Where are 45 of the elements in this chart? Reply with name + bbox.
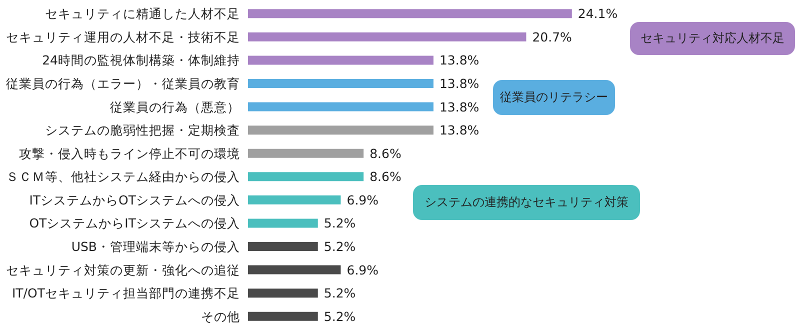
y-tick-label: USB・管理端末等からの侵入	[71, 239, 240, 254]
data-label: 5.2%	[324, 308, 356, 324]
data-label: 6.9%	[346, 192, 379, 208]
data-label: 5.2%	[324, 286, 356, 301]
bar	[248, 56, 434, 65]
bar	[248, 79, 434, 88]
y-tick-label: 従業員の行為（エラー）・従業員の教育	[6, 76, 240, 91]
data-label: 5.2%	[324, 216, 356, 231]
bar	[248, 242, 318, 251]
data-label: 24.1%	[578, 6, 618, 22]
bar	[248, 265, 341, 274]
data-label: 8.6%	[370, 169, 402, 184]
data-label: 13.8%	[439, 52, 480, 68]
data-label: 13.8%	[439, 76, 480, 91]
annotation: システムの連携的なセキュリティ対策	[413, 185, 640, 220]
y-tick-label: 攻撃・侵入時もライン停止不可の環境	[19, 146, 240, 161]
y-tick-label: セキュリティ対策の更新・強化への追従	[6, 262, 240, 278]
annotation: 従業員のリテラシー	[493, 80, 615, 115]
bar	[248, 312, 318, 321]
data-label: 13.8%	[439, 122, 480, 138]
data-label: 20.7%	[532, 29, 572, 44]
bar	[248, 218, 318, 228]
data-label: 6.9%	[346, 262, 379, 278]
bar	[248, 102, 434, 112]
text: セキュリティ対応人材不足	[630, 22, 795, 55]
y-tick-label: IT/OTセキュリティ担当部門の連携不足	[12, 286, 240, 301]
bar	[248, 172, 364, 182]
bar	[248, 126, 434, 135]
y-tick-label: 従業員の行為（悪意）	[110, 99, 240, 114]
y-tick-label: OTシステムからITシステムへの侵入	[29, 216, 240, 231]
y-tick-label: システムの脆弱性把握・定期検査	[45, 122, 240, 138]
y-tick-label: ＳＣＭ等、他社システム経由からの侵入	[6, 169, 240, 184]
data-label: 13.8%	[439, 99, 480, 114]
y-tick-label: その他	[201, 308, 240, 324]
y-tick-label: 24時間の監視体制構築・体制維持	[42, 52, 240, 68]
data-label: 5.2%	[324, 239, 356, 254]
bar	[248, 32, 526, 42]
y-tick-label: セキュリティに精通した人材不足	[45, 6, 240, 22]
bar	[248, 9, 572, 18]
bar	[248, 148, 364, 158]
bar	[248, 195, 341, 204]
bar	[248, 288, 318, 298]
y-tick-label: セキュリティ運用の人材不足・技術不足	[6, 29, 240, 44]
y-tick-label: ITシステムからOTシステムへの侵入	[29, 192, 240, 208]
data-label: 8.6%	[370, 146, 402, 161]
